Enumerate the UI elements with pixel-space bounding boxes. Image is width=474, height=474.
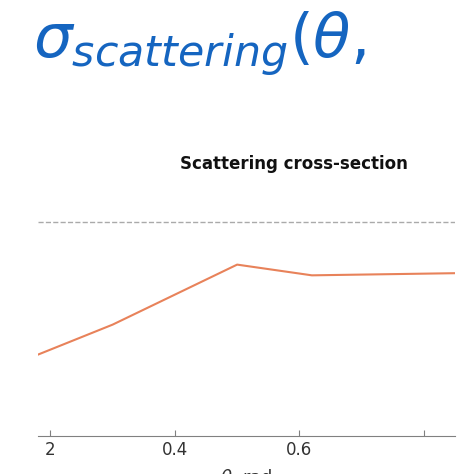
- X-axis label: $\theta$, rad: $\theta$, rad: [220, 467, 273, 474]
- Text: Scattering cross-section: Scattering cross-section: [180, 155, 408, 173]
- Text: $\sigma_{scattering}(\theta,$: $\sigma_{scattering}(\theta,$: [33, 9, 365, 78]
